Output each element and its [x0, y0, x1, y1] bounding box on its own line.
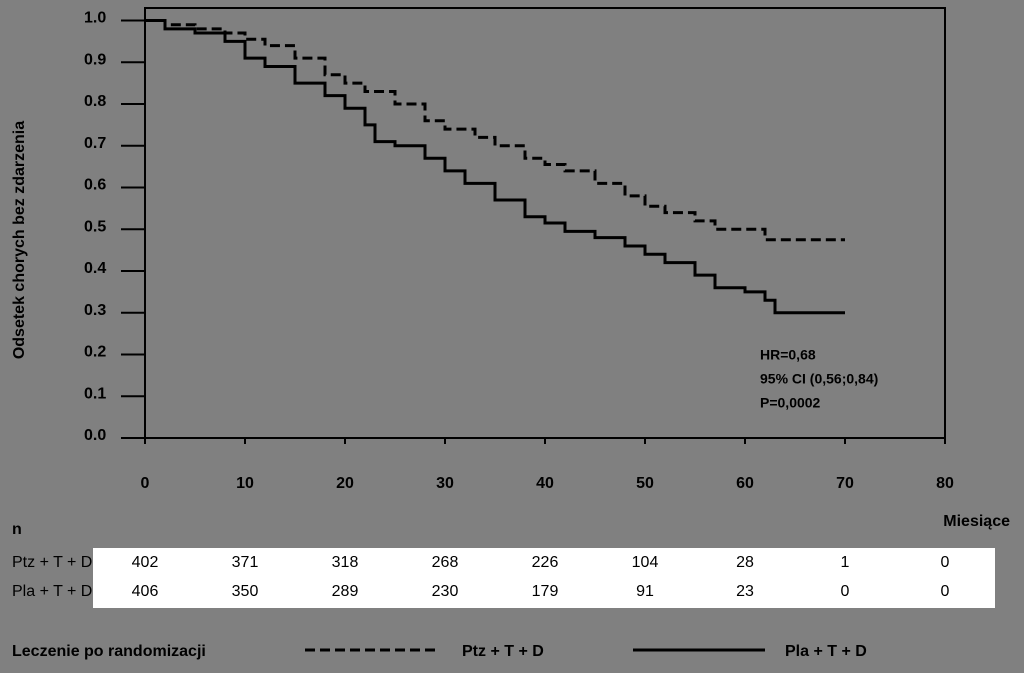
y-tick-label: 0.4 [84, 260, 106, 277]
risk-row-label: Ptz + T + D [12, 554, 92, 571]
y-tick-label: 0.2 [84, 344, 106, 361]
y-tick-label: 0.7 [84, 135, 106, 152]
x-tick-label: 50 [636, 475, 654, 492]
y-tick-label: 0.6 [84, 177, 106, 194]
risk-count: 318 [332, 554, 359, 571]
risk-count: 406 [132, 583, 159, 600]
x-tick-label: 10 [236, 475, 254, 492]
risk-row-label: Pla + T + D [12, 583, 92, 600]
risk-count: 28 [736, 554, 754, 571]
x-tick-label: 60 [736, 475, 754, 492]
legend-title: Leczenie po randomizacji [12, 643, 206, 660]
survival-line [145, 19, 845, 315]
legend-label: Ptz + T + D [462, 643, 544, 660]
y-axis-label: Odsetek chorych bez zdarzenia [11, 121, 28, 359]
risk-count: 350 [232, 583, 259, 600]
y-tick-label: 0.3 [84, 302, 106, 319]
x-tick-label: 40 [536, 475, 554, 492]
y-tick-label: 0.1 [84, 385, 106, 402]
risk-count: 268 [432, 554, 459, 571]
risk-count: 179 [532, 583, 559, 600]
risk-count: 0 [941, 554, 950, 571]
risk-count: 289 [332, 583, 359, 600]
annotation: HR=0,68 [760, 347, 816, 363]
risk-count: 402 [132, 554, 159, 571]
y-tick-label: 0.0 [84, 427, 106, 444]
risk-count: 104 [632, 554, 659, 571]
x-tick-label: 70 [836, 475, 854, 492]
y-tick-label: 1.0 [84, 10, 106, 27]
y-tick-label: 0.8 [84, 93, 106, 110]
risk-count: 1 [841, 554, 850, 571]
annotation: P=0,0002 [760, 395, 821, 411]
x-tick-label: 80 [936, 475, 954, 492]
x-tick-label: 30 [436, 475, 454, 492]
x-axis-label: Miesiące [943, 513, 1010, 530]
survival-line [145, 19, 845, 242]
y-tick-label: 0.9 [84, 51, 106, 68]
y-tick-label: 0.5 [84, 218, 106, 235]
x-tick-label: 0 [141, 475, 150, 492]
risk-table-label: n [12, 521, 22, 538]
risk-count: 230 [432, 583, 459, 600]
risk-count: 371 [232, 554, 259, 571]
x-tick-label: 20 [336, 475, 354, 492]
legend-label: Pla + T + D [785, 643, 867, 660]
risk-table-box [93, 548, 995, 608]
risk-count: 91 [636, 583, 654, 600]
risk-count: 226 [532, 554, 559, 571]
risk-count: 0 [941, 583, 950, 600]
risk-count: 0 [841, 583, 850, 600]
annotation: 95% CI (0,56;0,84) [760, 371, 878, 387]
risk-count: 23 [736, 583, 754, 600]
